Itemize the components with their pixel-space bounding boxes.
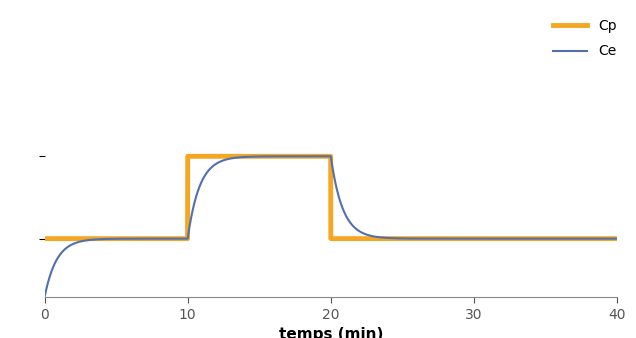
- Legend: Cp, Ce: Cp, Ce: [547, 14, 623, 64]
- X-axis label: temps (min): temps (min): [279, 328, 383, 338]
